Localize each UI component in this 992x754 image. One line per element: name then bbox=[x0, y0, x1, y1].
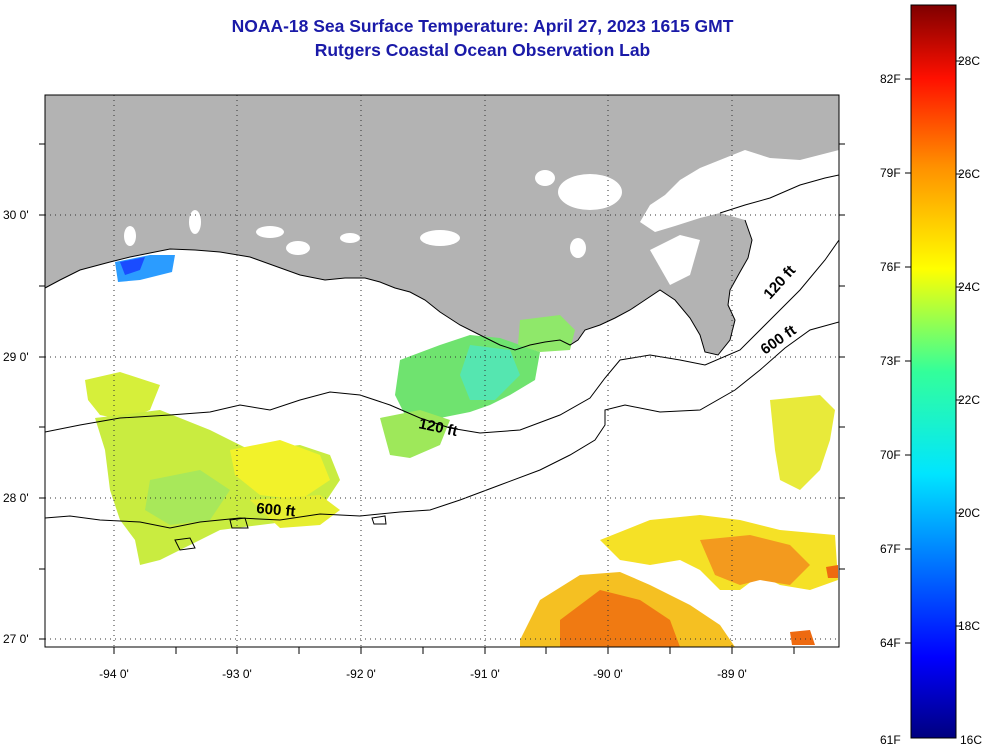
colorbar-c-label: 20C bbox=[958, 506, 980, 520]
colorbar-f-label: 70F bbox=[880, 448, 901, 462]
colorbar-f-label: 64F bbox=[880, 636, 901, 650]
colorbar-f-label: 79F bbox=[880, 166, 901, 180]
colorbar-f-label: 76F bbox=[880, 260, 901, 274]
lake bbox=[286, 241, 310, 255]
lake bbox=[124, 226, 136, 246]
graticule bbox=[45, 95, 839, 647]
land-mass bbox=[45, 95, 839, 355]
lake bbox=[189, 210, 201, 234]
colorbar-c-label: 22C bbox=[958, 393, 980, 407]
lon-label: -90 0' bbox=[593, 667, 623, 681]
colorbar-c-label: 24C bbox=[958, 280, 980, 294]
colorbar-f-label: 73F bbox=[880, 354, 901, 368]
delta-marsh bbox=[650, 235, 700, 285]
lon-label: -89 0' bbox=[717, 667, 747, 681]
lon-label: -91 0' bbox=[470, 667, 500, 681]
lat-label: 29 0' bbox=[3, 350, 29, 364]
coastline bbox=[719, 174, 839, 214]
lake bbox=[256, 226, 284, 238]
isobath-label-600ft: 600 ft bbox=[256, 500, 297, 520]
isobath-120ft bbox=[45, 239, 839, 434]
lat-label: 28 0' bbox=[3, 491, 29, 505]
axis-ticks bbox=[39, 143, 845, 654]
lake bbox=[535, 170, 555, 186]
lon-label: -93 0' bbox=[222, 667, 252, 681]
lon-label: -92 0' bbox=[346, 667, 376, 681]
colorbar bbox=[910, 4, 957, 739]
lon-label: -94 0' bbox=[99, 667, 129, 681]
coastline bbox=[45, 219, 753, 356]
lat-label: 27 0' bbox=[3, 632, 29, 646]
colorbar-f-label: 67F bbox=[880, 542, 901, 556]
colorbar-f-label: 61F bbox=[880, 733, 901, 747]
sst-data-patches bbox=[85, 255, 838, 647]
lake bbox=[558, 174, 622, 210]
colorbar-ticks bbox=[905, 60, 962, 644]
colorbar-c-label: 26C bbox=[958, 167, 980, 181]
title-line-1: NOAA-18 Sea Surface Temperature: April 2… bbox=[231, 16, 734, 36]
map-frame bbox=[44, 94, 840, 648]
lake bbox=[340, 233, 360, 243]
colorbar-c-label: 18C bbox=[958, 619, 980, 633]
colorbar-c-label: 16C bbox=[960, 733, 982, 747]
title-line-2: Rutgers Coastal Ocean Observation Lab bbox=[314, 40, 651, 60]
isobath-600ft bbox=[45, 321, 839, 529]
title-block: NOAA-18 Sea Surface Temperature: April 2… bbox=[0, 14, 965, 62]
colorbar-c-label: 28C bbox=[958, 54, 980, 68]
lat-label: 30 0' bbox=[3, 208, 29, 222]
lake bbox=[570, 238, 586, 258]
colorbar-f-label: 82F bbox=[880, 72, 901, 86]
lake bbox=[420, 230, 460, 246]
